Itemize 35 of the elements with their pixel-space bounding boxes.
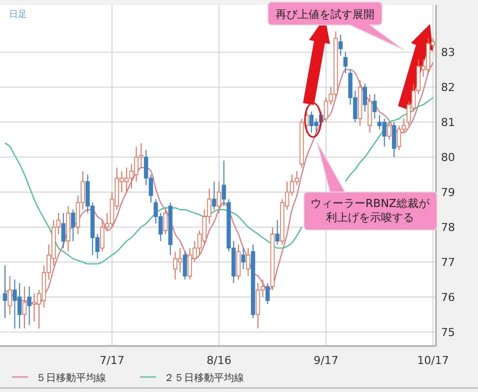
candlestick (241, 248, 246, 270)
candlestick (61, 212, 66, 249)
candlestick (392, 122, 396, 158)
candlestick (358, 80, 362, 126)
legend-label: ５日移動平均線 (36, 372, 106, 384)
y-tick-label: 80 (441, 150, 455, 164)
candlestick (8, 276, 12, 316)
text: 日足 (9, 9, 27, 20)
annotation: 再び上値を試す展開 (276, 8, 374, 21)
candlestick (368, 94, 372, 134)
candlestick (27, 286, 32, 326)
candlestick (22, 286, 27, 330)
y-tick-label: 81 (441, 116, 455, 130)
y-tick-label: 77 (441, 256, 455, 269)
x-tick-label: 7/17 (100, 354, 124, 367)
y-tick-label: 76 (441, 290, 455, 304)
candlestick (338, 34, 343, 56)
candlestick (343, 52, 348, 74)
y-tick-label: 78 (441, 220, 455, 234)
y-tick-label: 82 (441, 81, 455, 94)
candlestick (216, 181, 222, 214)
annotation: ウィーラーRBNZ総裁が利上げを示唆する (310, 197, 430, 224)
y-tick-label: 83 (441, 46, 455, 60)
x-tick-label: 10/17 (417, 354, 449, 367)
x-tick-label: 9/17 (314, 354, 338, 367)
candlestick (222, 160, 226, 207)
legend-label: ２５日移動平均線 (164, 372, 244, 384)
x-tick-label: 8/16 (206, 354, 232, 367)
candlestick (246, 248, 250, 277)
y-tick-label: 79 (441, 186, 455, 199)
y-tick-label: 75 (441, 326, 455, 339)
candlestick (2, 265, 8, 319)
candlestick (362, 83, 368, 112)
candlestick (372, 94, 377, 120)
candlestick (66, 206, 70, 252)
